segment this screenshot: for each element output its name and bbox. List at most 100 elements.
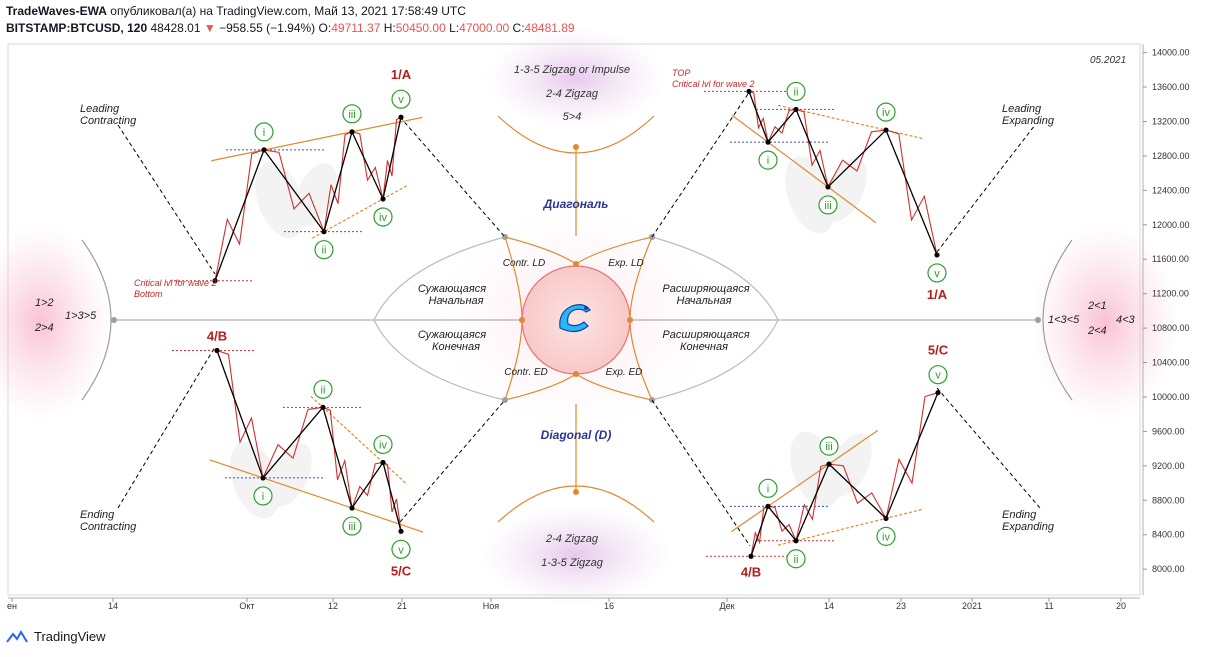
- high-value: 50450.00: [395, 21, 446, 35]
- wave-end-label: 5/C: [391, 563, 412, 578]
- pivot-point: [883, 127, 889, 133]
- diagonal-d-title: Diagonal (D): [541, 428, 612, 442]
- subwave-zigzag: [382, 116, 402, 200]
- text-labels: 05.2021 1-3-5 Zigzag or Impulse 2-4 Zigz…: [34, 55, 1136, 569]
- right-top-2: Начальная: [676, 295, 731, 307]
- subwave-zigzag: [214, 149, 265, 281]
- right-side-1: 2<1: [1087, 300, 1107, 312]
- right-top-1: Расширяющаяся: [662, 283, 749, 295]
- bottom-arc-line-2: 1-3-5 Zigzag: [541, 557, 604, 569]
- wave-label-v: v: [398, 544, 404, 556]
- trendline-24: [311, 185, 407, 239]
- subwave-zigzag: [351, 461, 384, 509]
- pivot-point: [765, 503, 771, 509]
- price-tick-label: 12400.00: [1152, 185, 1190, 195]
- time-tick-label: 11: [1044, 601, 1053, 611]
- subwave-zigzag: [827, 129, 887, 188]
- time-tick-label: ен: [7, 601, 17, 611]
- leading-contracting-2: Contracting: [80, 115, 137, 127]
- wave-label-v: v: [934, 268, 940, 280]
- symbol-name: BITSTAMP:BTCUSD, 120: [6, 21, 148, 35]
- wave-label-i: i: [767, 483, 769, 495]
- subwave-zigzag: [795, 108, 829, 188]
- pivot-point: [214, 347, 220, 354]
- wave-start-label: 4/B: [741, 564, 761, 579]
- wave-label-i: i: [263, 127, 265, 139]
- wave-circle-ii: [786, 549, 806, 569]
- subwave-zigzag: [262, 406, 324, 479]
- wave-circle-v: [391, 539, 411, 559]
- time-tick-label: Окт: [239, 601, 254, 611]
- wave-label-v: v: [935, 370, 941, 382]
- author-name[interactable]: TradeWaves-EWA: [6, 4, 107, 18]
- price-tick-label: 9200.00: [1152, 461, 1185, 471]
- wave-circle-i: [253, 486, 273, 506]
- ending-expanding-1: Ending: [1002, 509, 1037, 521]
- right-bottom-2: Конечная: [680, 341, 728, 353]
- ending-contracting-1: Ending: [80, 509, 115, 521]
- published-text: опубликовал(а) на TradingView.com, Май 1…: [110, 4, 466, 18]
- price-tick-label: 12000.00: [1152, 220, 1190, 230]
- wave-label-iii: iii: [824, 200, 831, 212]
- wave-circle-iii: [819, 436, 839, 456]
- price-tick-label: 13600.00: [1152, 82, 1190, 92]
- time-tick-label: Дек: [719, 601, 734, 611]
- tradingview-brand: TradingView: [34, 629, 106, 644]
- left-side-1: 1>2: [35, 297, 54, 309]
- subwave-zigzag: [263, 149, 325, 232]
- time-tick-label: 2021: [962, 601, 982, 611]
- tradingview-footer[interactable]: TradingView: [6, 629, 106, 644]
- subwave-zigzag: [828, 463, 887, 519]
- main-wave-line: [748, 91, 938, 256]
- wave-circle-i: [758, 478, 778, 498]
- pivot-point: [883, 515, 889, 521]
- pivot-point: [748, 553, 754, 559]
- pivot-point: [380, 459, 386, 466]
- bottom-arc: [497, 485, 655, 523]
- subwave-zigzag: [767, 505, 797, 541]
- time-tick-label: 14: [824, 601, 834, 611]
- bottom-arc-line-1: 2-4 Zigzag: [545, 533, 599, 545]
- wave-circle-ii: [314, 240, 334, 260]
- price-tick-label: 14000.00: [1152, 48, 1190, 58]
- right-bottom-1: Расширяющаяся: [662, 329, 749, 341]
- center-diagram: [81, 115, 1073, 523]
- date-stamp: 05.2021: [1090, 55, 1126, 66]
- wave-circle-i: [758, 150, 778, 170]
- ending-contracting-2: Contracting: [80, 521, 137, 533]
- wave-circle-iii: [342, 516, 362, 536]
- trendline-24: [310, 395, 408, 485]
- price-tick-label: 11200.00: [1152, 289, 1189, 299]
- left-top-1: Сужающаяся: [418, 283, 486, 295]
- right-side-4: 4<3: [1116, 314, 1136, 326]
- main-wave-line: [216, 350, 402, 532]
- price-tick-label: 8400.00: [1152, 530, 1185, 540]
- price-axis[interactable]: 14000.00 13600.00 13200.00 12800.00 12400.00…: [1142, 44, 1190, 595]
- low-label: L:: [449, 21, 460, 35]
- pivot-point: [261, 147, 267, 153]
- trendline-135: [209, 459, 424, 533]
- wave-circle-iv: [373, 434, 393, 455]
- trendline-135: [731, 429, 879, 533]
- close-label: C:: [512, 21, 525, 35]
- wave-circle-v: [928, 365, 948, 385]
- pivot-point: [320, 404, 326, 410]
- wave-label-iii: iii: [348, 521, 355, 533]
- wave-label-iii: iii: [348, 109, 355, 121]
- right-side-3: 1<3<5: [1048, 314, 1080, 326]
- top-arc-line-2: 2-4 Zigzag: [545, 88, 599, 100]
- symbol-line: BITSTAMP:BTCUSD, 120 48428.01 ▼ −958.55 …: [6, 21, 575, 35]
- wave-circle-i: [254, 122, 274, 142]
- subwave-zigzag: [351, 131, 384, 200]
- time-axis[interactable]: ен 14 Окт 12 21 Ноя 16 Дек 14 23 2021 11 20: [7, 597, 1140, 611]
- wave-patterns: iiiiiiivv1/Aiiiiiiivv1/Aiiiiiiivv5/C4/Bi…: [170, 67, 949, 579]
- wave-label-iii: iii: [825, 441, 832, 453]
- left-side-2: 2>4: [34, 322, 54, 334]
- subwave-zigzag: [323, 131, 353, 232]
- time-tick-label: 12: [328, 601, 338, 611]
- trendline-135: [731, 114, 877, 224]
